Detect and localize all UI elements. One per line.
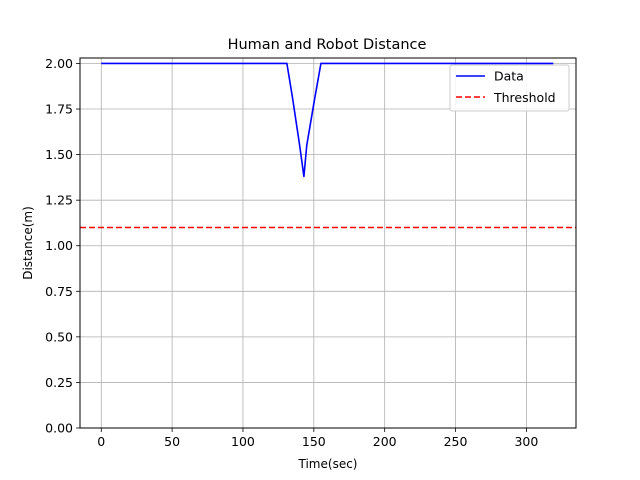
y-tick-label: 1.75 (45, 102, 73, 117)
legend-label-data: Data (494, 69, 524, 84)
y-tick-label: 0.75 (45, 284, 73, 299)
plot-frame (79, 57, 577, 429)
x-tick-label: 150 (302, 434, 326, 449)
legend: Data Threshold (449, 64, 570, 112)
y-tick-label: 0.00 (45, 421, 73, 436)
x-tick-label: 300 (514, 434, 538, 449)
series-lines (80, 62, 576, 229)
x-tick-label: 0 (97, 434, 105, 449)
y-tick-label: 1.00 (45, 238, 73, 253)
y-tick-label: 0.50 (45, 329, 73, 344)
series-line-data (101, 62, 554, 178)
grid (80, 58, 576, 429)
axis-ticks: 0 50 100 150 200 250 300 0.00 0.25 0.50 0.75 1.00 1.… (45, 56, 538, 449)
legend-label-threshold: Threshold (493, 90, 556, 105)
x-tick-label: 250 (444, 434, 468, 449)
x-tick-label: 100 (231, 434, 255, 449)
x-tick-label: 200 (373, 434, 397, 449)
y-axis-label: Distance(m) (21, 206, 35, 280)
x-tick-label: 50 (164, 434, 180, 449)
y-tick-label: 0.25 (45, 375, 73, 390)
y-tick-label: 1.50 (45, 147, 73, 162)
x-axis-label: Time(sec) (298, 457, 358, 471)
y-tick-label: 2.00 (45, 56, 73, 71)
y-tick-label: 1.25 (45, 193, 73, 208)
chart-title: Human and Robot Distance (228, 37, 427, 53)
